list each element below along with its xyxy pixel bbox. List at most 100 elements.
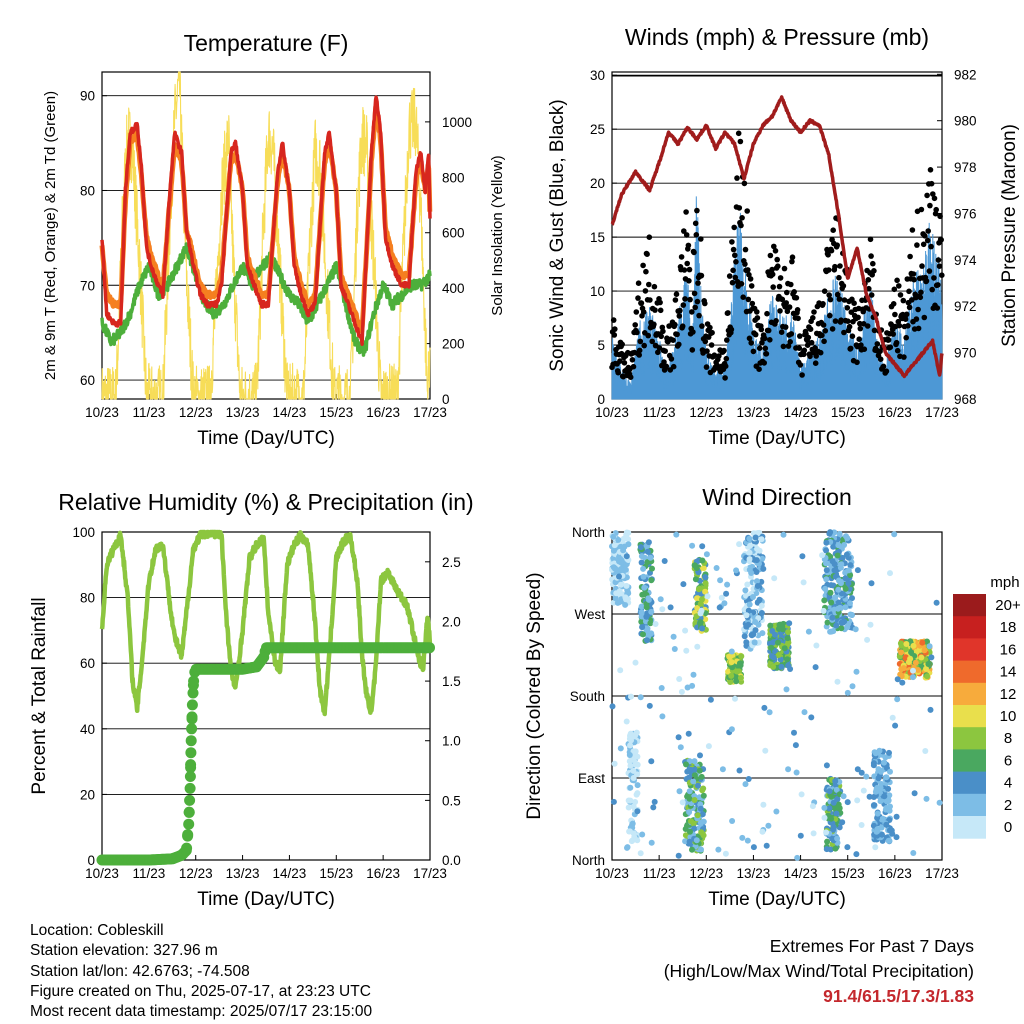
direction-point [907, 655, 914, 662]
direction-point [626, 752, 633, 758]
gust-point [769, 271, 776, 278]
direction-point [659, 713, 666, 720]
direction-point [882, 754, 889, 761]
gust-point [645, 332, 651, 339]
gust-point [931, 275, 937, 281]
direction-point [893, 813, 900, 820]
direction-point [743, 612, 750, 619]
direction-point [715, 846, 722, 853]
humidity-x-tick-label: 11/23 [132, 866, 165, 881]
extremes-summary: Extremes For Past 7 Days (High/Low/Max W… [664, 934, 974, 1009]
direction-point [667, 604, 674, 611]
gust-point [741, 180, 748, 187]
direction-point [798, 791, 805, 798]
gust-point [782, 324, 789, 330]
gust-point [917, 294, 924, 301]
direction-point [638, 618, 645, 625]
gust-point [834, 242, 840, 248]
direction-point [648, 608, 655, 615]
direction-point [726, 653, 733, 660]
colorbar-title: mph [990, 574, 1019, 591]
direction-point [644, 625, 651, 632]
direction-point [744, 837, 751, 844]
humidity-y-tick-label: 100 [72, 525, 95, 540]
direction-point [628, 737, 634, 744]
winds-x-tick-label: 13/23 [737, 405, 771, 420]
direction-point [908, 649, 915, 656]
direction-point [646, 702, 653, 709]
direction-point [924, 673, 931, 680]
direction-point [657, 596, 664, 603]
gust-point [722, 363, 729, 370]
direction-point [821, 597, 828, 604]
precip-point [186, 699, 198, 711]
colorbar-swatch [953, 771, 986, 795]
direction-point [746, 556, 753, 563]
direction-point [910, 642, 917, 649]
direction-x-tick-label: 17/23 [925, 866, 959, 881]
gust-point [829, 326, 836, 332]
direction-point [746, 601, 753, 608]
direction-point [810, 830, 817, 837]
winds-y2-axis-label: Station Pressure (Maroon) [999, 124, 1020, 347]
direction-point [751, 639, 758, 646]
direction-point [778, 663, 785, 670]
direction-point [694, 812, 701, 819]
direction-point [828, 815, 835, 822]
direction-y-tick-label: West [574, 607, 605, 622]
colorbar-swatch [953, 594, 986, 617]
direction-point [682, 838, 689, 845]
gust-point [754, 315, 761, 321]
colorbar-swatch [953, 682, 986, 706]
colorbar-swatch [953, 616, 986, 639]
gust-point [848, 309, 855, 316]
temperature-y-tick-label: 80 [80, 183, 95, 198]
direction-point [620, 547, 627, 554]
direction-point [678, 688, 685, 695]
gust-point [935, 257, 942, 263]
direction-point [886, 749, 892, 756]
gust-point [742, 246, 749, 253]
direction-point [742, 781, 749, 788]
direction-point [617, 581, 624, 588]
direction-point [823, 539, 830, 546]
direction-point [698, 846, 704, 853]
gust-point [812, 360, 819, 367]
gust-point [679, 323, 686, 330]
gust-point [827, 296, 834, 303]
gust-point [694, 207, 700, 214]
direction-point [829, 558, 836, 565]
direction-point [783, 686, 790, 693]
direction-point [609, 703, 616, 710]
gust-point [672, 321, 678, 328]
gust-point [804, 342, 811, 349]
winds-y2-tick-label: 982 [954, 67, 977, 82]
direction-point [722, 850, 729, 857]
direction-point [872, 844, 879, 851]
gust-point [732, 274, 739, 281]
direction-point [747, 542, 754, 549]
direction-point [849, 683, 856, 690]
temperature-x-tick-label: 14/23 [273, 405, 307, 420]
humidity-y-axis-label: Percent & Total Rainfall [29, 597, 50, 794]
direction-point [872, 750, 879, 757]
precip-point [185, 759, 197, 771]
gust-point [707, 324, 713, 331]
direction-point [744, 581, 751, 588]
gust-point [902, 316, 909, 323]
colorbar-label: 14 [1000, 664, 1017, 681]
gust-point [900, 297, 907, 304]
direction-point [644, 637, 650, 644]
direction-point [627, 730, 634, 737]
gust-point [748, 340, 754, 346]
direction-point [881, 793, 888, 800]
direction-point [617, 566, 624, 573]
colorbar-swatch [953, 816, 986, 839]
gust-point [676, 341, 682, 348]
direction-point [690, 671, 697, 678]
gust-point [913, 316, 920, 322]
direction-point [697, 600, 704, 607]
gust-point [636, 352, 642, 358]
gust-point [915, 306, 921, 313]
gust-point [734, 175, 740, 181]
